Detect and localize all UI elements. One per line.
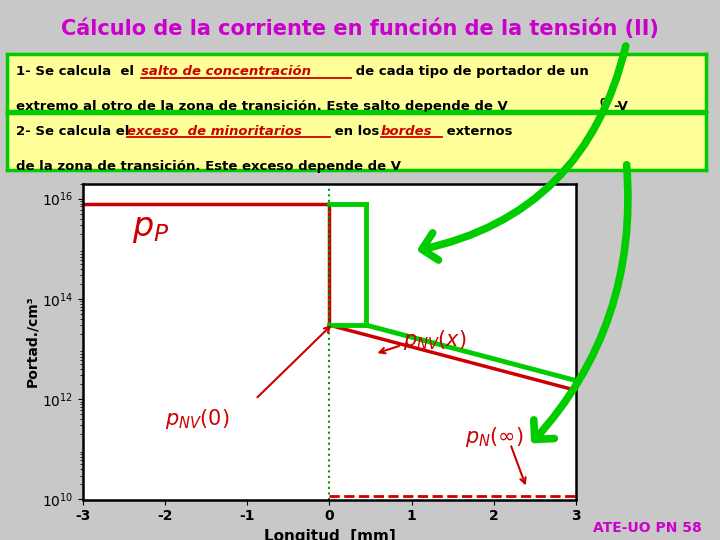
Text: -V: -V [613,100,629,113]
Text: de la zona de transición. Este exceso depende de V: de la zona de transición. Este exceso de… [16,160,400,173]
Text: 1- Se calcula  el: 1- Se calcula el [16,65,138,78]
Text: $p_P$: $p_P$ [132,212,169,245]
Text: salto de concentración: salto de concentración [141,65,311,78]
Text: $p_{NV}(x)$: $p_{NV}(x)$ [403,328,467,352]
Text: bordes: bordes [381,125,432,138]
Text: 2- Se calcula el: 2- Se calcula el [16,125,134,138]
Text: externos: externos [441,125,512,138]
Text: extremo al otro de la zona de transición. Este salto depende de V: extremo al otro de la zona de transición… [16,100,508,113]
Text: exceso  de minoritarios: exceso de minoritarios [127,125,302,138]
Text: 0: 0 [600,98,607,108]
Text: en los: en los [330,125,384,138]
Y-axis label: Portad./cm³: Portad./cm³ [24,296,39,387]
Text: Cálculo de la corriente en función de la tensión (II): Cálculo de la corriente en función de la… [61,19,659,39]
Text: $p_{NV}(0)$: $p_{NV}(0)$ [165,407,230,431]
Text: $p_N(\infty)$: $p_N(\infty)$ [465,424,523,449]
X-axis label: Longitud  [mm]: Longitud [mm] [264,529,395,540]
Text: de cada tipo de portador de un: de cada tipo de portador de un [351,65,588,78]
Text: ATE-UO PN 58: ATE-UO PN 58 [593,521,702,535]
